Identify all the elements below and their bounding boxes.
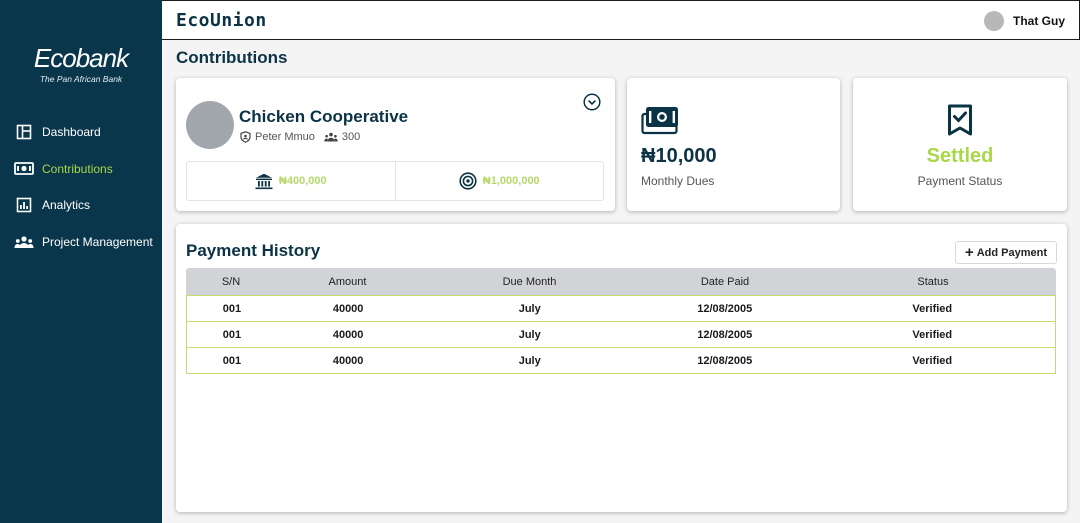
cooperative-card: Chicken Cooperative Peter Mmuo 300 ₦400,…	[176, 78, 615, 211]
add-payment-button[interactable]: + Add Payment	[954, 241, 1057, 264]
sidebar-item-label: Dashboard	[42, 125, 101, 139]
column-header-date-paid[interactable]: Date Paid	[700, 275, 750, 288]
column-header-status[interactable]: Status	[917, 275, 949, 288]
payment-history-table: S/N Amount Due Month Date Paid Status 00…	[186, 268, 1056, 374]
cell-sn: 001	[222, 302, 242, 315]
sidebar-item-contributions[interactable]: Contributions	[0, 159, 162, 179]
column-header-sn[interactable]: S/N	[221, 275, 241, 288]
monthly-dues-label: Monthly Dues	[641, 174, 715, 188]
app-title: EcoUnion	[176, 10, 267, 31]
sidebar-item-analytics[interactable]: Analytics	[0, 195, 162, 215]
table-header: S/N Amount Due Month Date Paid Status	[186, 268, 1056, 295]
sidebar-item-label: Contributions	[42, 161, 113, 176]
cell-amount: 40000	[332, 302, 364, 315]
members-icon	[324, 132, 338, 142]
cooperative-name: Chicken Cooperative	[239, 107, 409, 126]
brand-name: Ecobank	[33, 43, 129, 73]
monthly-dues-value: ₦10,000	[641, 145, 717, 167]
bank-icon	[255, 173, 273, 190]
cooperative-stats: ₦400,000 ₦1,000,000	[186, 161, 604, 201]
table-row[interactable]: 001 40000 July 12/08/2005 Verified	[186, 321, 1056, 348]
expand-button[interactable]	[583, 93, 601, 116]
cell-amount: 40000	[332, 328, 364, 341]
payment-status-label: Payment Status	[917, 174, 1003, 188]
cell-sn: 001	[222, 354, 242, 367]
plus-icon: +	[964, 244, 974, 261]
cell-due-month: July	[518, 302, 541, 315]
cell-due-month: July	[518, 328, 541, 341]
sidebar: Ecobank The Pan African Bank Dashboard C…	[0, 0, 162, 523]
cash-icon	[641, 105, 679, 140]
page-title: Contributions	[176, 48, 288, 67]
cooperative-leader: Peter Mmuo	[255, 131, 315, 143]
payment-history-title: Payment History	[186, 241, 321, 260]
target-value: ₦1,000,000	[482, 175, 540, 187]
column-header-due-month[interactable]: Due Month	[502, 275, 557, 288]
cooperative-balance: ₦400,000	[187, 162, 395, 200]
avatar[interactable]	[983, 11, 1004, 31]
cell-due-month: July	[518, 354, 541, 367]
sidebar-item-label: Project Management	[42, 234, 153, 249]
payment-history-card: Payment History + Add Payment S/N Amount…	[176, 224, 1067, 512]
user-menu[interactable]: That Guy	[983, 11, 1065, 31]
cell-date-paid: 12/08/2005	[697, 328, 753, 341]
bookmark-check-icon	[947, 104, 973, 141]
user-name[interactable]: That Guy	[1012, 14, 1065, 28]
chevron-down-icon	[583, 93, 601, 115]
brand-tagline: The Pan African Bank	[39, 74, 123, 84]
dashboard-icon	[14, 124, 34, 140]
sidebar-nav: Dashboard Contributions Analytics Projec…	[0, 122, 162, 268]
analytics-icon	[14, 197, 34, 213]
contributions-icon	[14, 161, 34, 177]
cell-status: Verified	[912, 328, 953, 341]
payment-status-card: Settled Payment Status	[853, 78, 1067, 211]
cell-sn: 001	[222, 328, 242, 341]
cell-status: Verified	[912, 302, 953, 315]
team-icon	[14, 234, 34, 250]
cell-date-paid: 12/08/2005	[697, 354, 753, 367]
monthly-dues-card: ₦10,000 Monthly Dues	[627, 78, 840, 211]
cooperative-meta: Peter Mmuo 300	[240, 131, 360, 143]
payment-status-value: Settled	[926, 145, 994, 167]
column-header-amount[interactable]: Amount	[328, 275, 367, 288]
cell-amount: 40000	[332, 354, 364, 367]
target-icon	[459, 172, 477, 190]
sidebar-item-project-management[interactable]: Project Management	[0, 232, 162, 252]
table-row[interactable]: 001 40000 July 12/08/2005 Verified	[186, 347, 1056, 374]
cooperative-member-count: 300	[341, 131, 361, 143]
cooperative-avatar	[186, 101, 234, 149]
top-bar: EcoUnion That Guy	[162, 0, 1080, 40]
cell-date-paid: 12/08/2005	[697, 302, 753, 315]
balance-value: ₦400,000	[278, 175, 327, 187]
table-row[interactable]: 001 40000 July 12/08/2005 Verified	[186, 295, 1056, 322]
shield-icon	[240, 131, 251, 143]
sidebar-item-dashboard[interactable]: Dashboard	[0, 122, 162, 142]
cooperative-target: ₦1,000,000	[394, 162, 604, 200]
cell-status: Verified	[912, 354, 953, 367]
sidebar-item-label: Analytics	[42, 198, 91, 212]
brand-logo: Ecobank The Pan African Bank	[0, 44, 162, 84]
add-payment-label: Add Payment	[976, 246, 1047, 259]
